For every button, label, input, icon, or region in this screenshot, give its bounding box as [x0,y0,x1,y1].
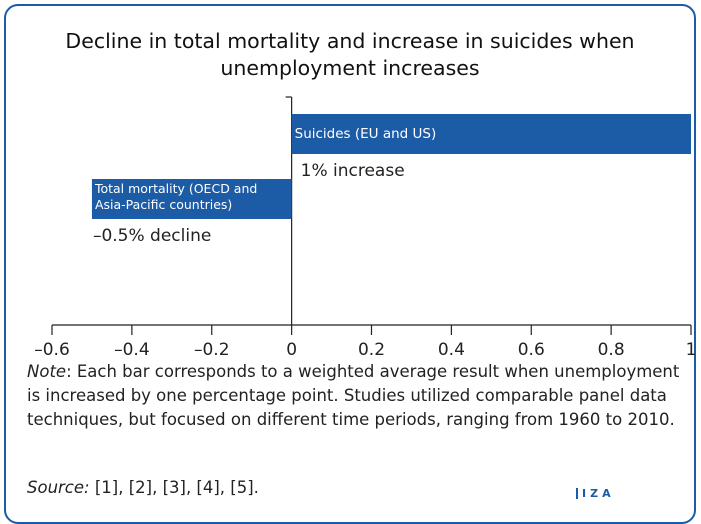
value-label: 1% increase [301,161,405,181]
x-tick-label: 0.6 [518,340,545,360]
value-label: –0.5% decline [93,226,211,246]
bar-label: Total mortality (OECD and Asia-Pacific c… [94,181,258,212]
note-label: Note [27,362,67,381]
x-tick-label: 0.2 [358,340,385,360]
x-tick-label: –0.6 [34,340,70,360]
bar [291,114,691,154]
note-text: : Each bar corresponds to a weighted ave… [27,362,680,429]
bar-label: Suicides (EU and US) [294,126,437,142]
x-tick-label: –0.2 [194,340,230,360]
x-tick-label: 1 [686,340,697,360]
source: Source: [1], [2], [3], [4], [5]. [27,478,259,497]
chart: –0.6 –0.4 –0.2 0 0.2 0.4 0.6 0.8 1 1% increase –0.… [34,96,697,360]
x-tick-label: 0.8 [598,340,625,360]
source-text: [1], [2], [3], [4], [5]. [94,478,259,497]
bar [91,179,292,219]
x-tick-label: 0 [286,340,297,360]
logo: IZA [576,488,615,499]
source-label: Source: [27,478,90,497]
x-tick-label: –0.4 [114,340,150,360]
x-tick-label: 0.4 [438,340,465,360]
chart-title: Decline in total mortality and increase … [65,29,635,80]
note: Note: Each bar corresponds to a weighted… [27,360,697,432]
